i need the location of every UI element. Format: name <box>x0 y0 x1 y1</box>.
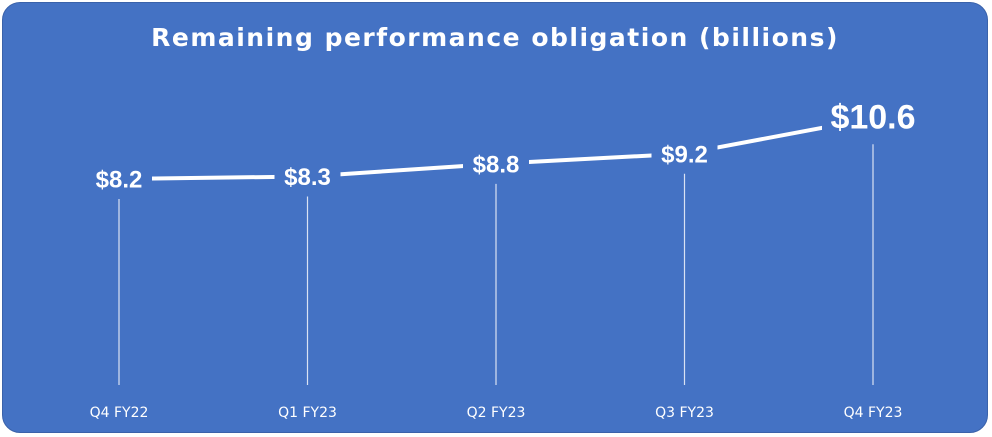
category-label: Q4 FY23 <box>844 405 903 421</box>
category-label: Q1 FY23 <box>278 405 337 421</box>
category-label: Q2 FY23 <box>467 405 526 421</box>
data-label-background <box>651 137 718 170</box>
data-label-background <box>463 147 529 180</box>
data-label-background <box>86 163 152 195</box>
data-label: $8.3 <box>284 164 331 191</box>
data-label: $8.8 <box>473 151 520 178</box>
data-label-background <box>274 160 341 193</box>
category-label: Q4 FY22 <box>90 405 149 421</box>
data-label-background <box>822 94 924 139</box>
data-label: $9.2 <box>661 141 708 168</box>
data-label: $10.6 <box>830 99 915 137</box>
data-label: $8.2 <box>96 167 143 194</box>
chart-title: Remaining performance obligation (billio… <box>151 23 839 52</box>
category-label: Q3 FY23 <box>655 405 714 421</box>
